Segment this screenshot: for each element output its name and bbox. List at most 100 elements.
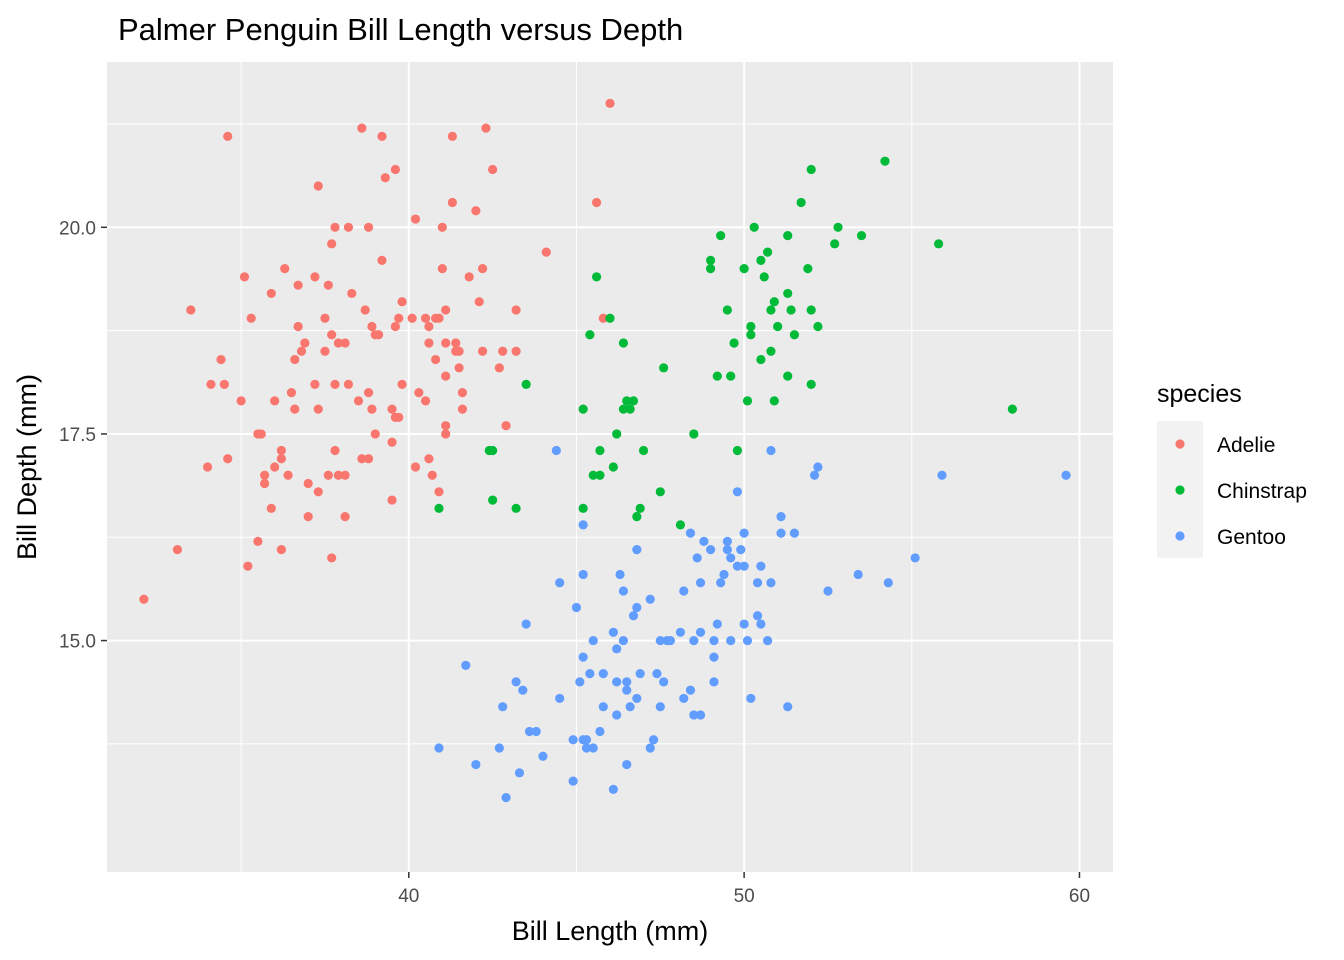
data-point-chinstrap — [716, 230, 726, 241]
data-point-gentoo — [695, 710, 706, 720]
data-point-chinstrap — [655, 487, 665, 497]
data-point-gentoo — [575, 677, 585, 687]
data-point-gentoo — [645, 594, 655, 604]
data-point-gentoo — [722, 545, 732, 555]
data-point-gentoo — [665, 635, 675, 646]
data-point-adelie — [243, 561, 253, 571]
data-point-chinstrap — [783, 230, 793, 241]
data-point-adelie — [206, 379, 216, 389]
data-point-adelie — [437, 264, 447, 274]
data-point-adelie — [276, 545, 286, 555]
data-point-adelie — [343, 379, 354, 389]
legend-label-chinstrap: Chinstrap — [1217, 480, 1307, 503]
data-point-gentoo — [632, 545, 642, 555]
data-point-adelie — [377, 131, 387, 141]
data-point-gentoo — [635, 669, 645, 679]
data-point-adelie — [367, 321, 377, 332]
data-point-gentoo — [514, 768, 525, 778]
data-point-adelie — [541, 247, 551, 257]
data-point-chinstrap — [578, 404, 588, 414]
data-point-gentoo — [763, 635, 773, 646]
data-point-adelie — [330, 222, 340, 232]
data-point-gentoo — [555, 693, 565, 704]
data-point-gentoo — [736, 545, 746, 555]
data-points — [139, 98, 1071, 803]
data-point-adelie — [333, 470, 343, 480]
data-point-gentoo — [752, 578, 763, 588]
data-point-gentoo — [612, 644, 622, 654]
data-point-adelie — [363, 222, 374, 232]
data-point-adelie — [454, 363, 464, 373]
data-point-adelie — [424, 321, 434, 332]
data-point-adelie — [390, 164, 400, 175]
data-point-gentoo — [766, 578, 776, 588]
data-point-adelie — [320, 313, 330, 323]
data-point-adelie — [246, 313, 256, 323]
data-point-chinstrap — [675, 520, 686, 530]
data-point-gentoo — [712, 619, 722, 629]
data-point-adelie — [216, 354, 226, 365]
data-point-chinstrap — [434, 503, 444, 513]
data-point-gentoo — [434, 743, 444, 753]
data-point-adelie — [605, 98, 615, 108]
data-point-chinstrap — [488, 445, 498, 456]
data-point-adelie — [357, 123, 367, 133]
data-point-gentoo — [689, 635, 699, 646]
data-point-chinstrap — [729, 338, 739, 348]
data-point-adelie — [343, 222, 354, 232]
data-point-adelie — [511, 346, 521, 356]
data-point-chinstrap — [638, 445, 649, 456]
data-point-gentoo — [679, 693, 689, 704]
data-point-gentoo — [585, 669, 595, 679]
data-point-adelie — [286, 388, 297, 398]
data-point-adelie — [441, 429, 451, 439]
data-point-chinstrap — [628, 396, 639, 406]
legend-title: species — [1157, 380, 1242, 408]
data-point-adelie — [414, 388, 424, 398]
data-point-chinstrap — [739, 264, 749, 274]
data-point-chinstrap — [813, 321, 823, 332]
data-point-gentoo — [612, 677, 622, 687]
data-point-adelie — [427, 470, 437, 480]
data-point-gentoo — [752, 611, 763, 621]
data-point-gentoo — [655, 702, 665, 712]
data-point-gentoo — [732, 487, 743, 497]
data-point-chinstrap — [591, 272, 602, 282]
data-point-adelie — [280, 264, 290, 274]
data-point-chinstrap — [511, 503, 521, 513]
data-point-chinstrap — [759, 272, 769, 282]
data-point-adelie — [340, 470, 350, 480]
x-axis-title: Bill Length (mm) — [512, 916, 709, 946]
data-point-gentoo — [809, 470, 820, 480]
data-point-adelie — [323, 280, 333, 290]
data-point-gentoo — [719, 569, 729, 580]
data-point-chinstrap — [706, 255, 716, 265]
data-point-gentoo — [551, 445, 561, 456]
major-gridlines — [107, 62, 1113, 872]
data-point-gentoo — [588, 635, 598, 646]
data-point-adelie — [296, 346, 307, 356]
data-point-adelie — [303, 478, 313, 489]
data-point-gentoo — [581, 735, 592, 745]
data-point-gentoo — [501, 793, 511, 803]
data-point-adelie — [434, 313, 444, 323]
data-point-chinstrap — [632, 511, 642, 522]
data-point-gentoo — [726, 635, 736, 646]
data-point-chinstrap — [595, 470, 605, 480]
legend-entries: Adelie Chinstrap Gentoo — [1175, 434, 1307, 549]
data-point-gentoo — [910, 553, 920, 563]
data-point-chinstrap — [521, 379, 531, 389]
data-point-gentoo — [568, 776, 578, 786]
data-point-chinstrap — [756, 354, 766, 365]
data-point-chinstrap — [746, 321, 756, 332]
data-point-chinstrap — [806, 379, 816, 389]
data-point-chinstrap — [789, 330, 800, 340]
data-point-gentoo — [1061, 470, 1071, 480]
data-point-adelie — [374, 330, 384, 340]
data-point-chinstrap — [769, 297, 779, 307]
x-tick-label: 60 — [1069, 886, 1090, 907]
data-point-gentoo — [776, 528, 786, 538]
y-axis-ticks: 15.0 17.5 20.0 — [59, 218, 107, 653]
x-tick-label: 50 — [734, 886, 755, 907]
data-point-adelie — [313, 487, 323, 497]
